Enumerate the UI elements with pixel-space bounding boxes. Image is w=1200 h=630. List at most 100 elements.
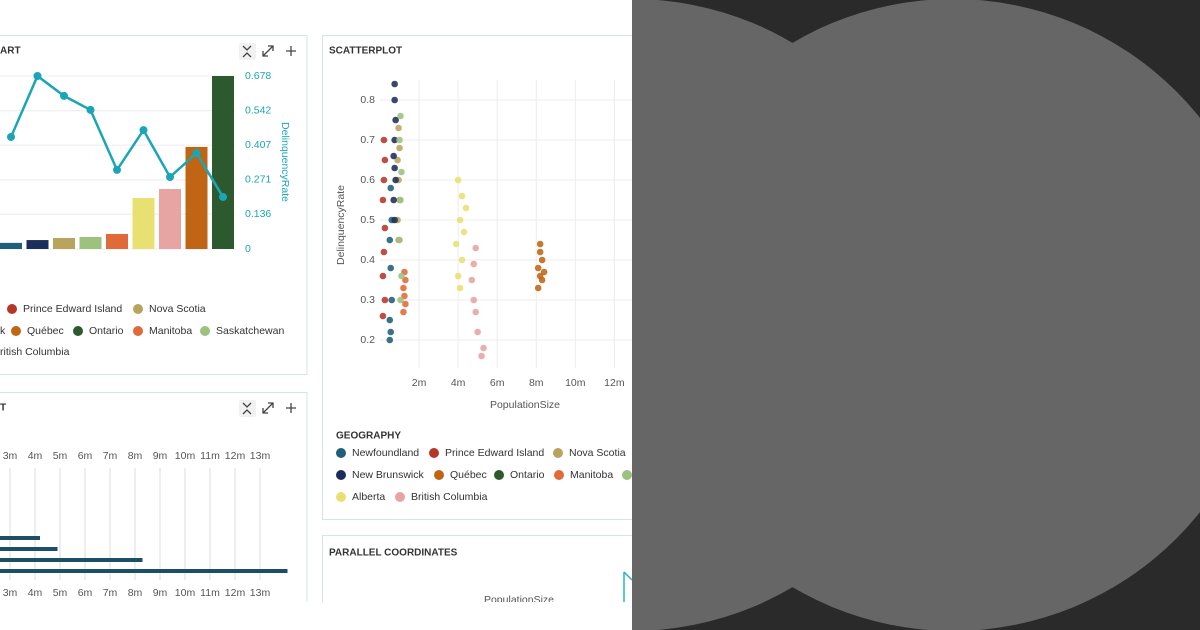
- legend-label: Québec: [450, 469, 487, 481]
- x-tick-label: 8m: [128, 587, 143, 599]
- half-circle: [637, 0, 1200, 630]
- x-tick-label: 8m: [128, 450, 143, 462]
- line-point: [86, 105, 95, 114]
- x-tick-label: 4m: [451, 377, 466, 389]
- scatter-point: [456, 284, 464, 292]
- y2-tick-label: 0.407: [245, 139, 271, 151]
- scatter-point: [392, 116, 399, 124]
- x-tick-label: 4m: [28, 450, 43, 462]
- axis-label: PopulationSize: [484, 594, 554, 606]
- bar: [159, 189, 181, 249]
- expand-button[interactable]: [262, 45, 274, 57]
- scatter-point: [380, 136, 388, 144]
- y-tick-label: 0.5: [360, 214, 375, 226]
- x-tick-label: 10m: [565, 377, 586, 389]
- panel: [322, 535, 632, 602]
- bar: [0, 536, 40, 540]
- legend-swatch: [73, 326, 83, 336]
- bar: [0, 242, 22, 249]
- legend-label: Alberta: [352, 491, 385, 503]
- scatter-point: [391, 136, 398, 144]
- scatter-point: [392, 176, 399, 184]
- scatter-point: [380, 248, 388, 256]
- bar-chart: 3m 3m 4m 4m 5m 5m 6m 6m 7m 7m 8m 8m 9m 9m 10m 10m 11m 11m…: [0, 450, 288, 599]
- legend-swatch: [133, 304, 143, 314]
- scatter-point: [386, 236, 394, 244]
- line-point: [113, 165, 121, 174]
- x-tick-label: 3m: [3, 587, 18, 599]
- scatter-point: [396, 144, 403, 152]
- legend-swatch: [622, 470, 632, 480]
- combo-chart: 0 0.136 0.271 0.407 0.542 0.678 DelinquencyRat…: [0, 70, 291, 358]
- scatter-point: [474, 328, 481, 336]
- line-point: [166, 173, 174, 182]
- x-tick-label: 2m: [412, 377, 427, 389]
- bar: [0, 569, 288, 573]
- line-point: [33, 72, 42, 80]
- y-tick-label: 0.3: [360, 294, 375, 306]
- legend-swatch: [336, 470, 346, 480]
- x-tick-label: 9m: [153, 587, 168, 599]
- expand-button[interactable]: [262, 402, 274, 414]
- y-axis-label: DelinquencyRate: [335, 185, 347, 265]
- add-button[interactable]: [286, 403, 296, 413]
- bar: [132, 197, 155, 249]
- legend-label: Ontario: [89, 325, 124, 337]
- scatter-point: [478, 352, 485, 360]
- legend-label: New Brunswick: [352, 469, 425, 481]
- y2-tick-label: 0.271: [245, 174, 271, 186]
- legend-label: Québec: [27, 325, 64, 337]
- parallel-axis-shape: [623, 571, 632, 602]
- scatter-point: [472, 244, 480, 252]
- y2-tick-label: 0.542: [245, 104, 271, 116]
- x-tick-label: 12m: [225, 450, 246, 462]
- legend-label: Ontario: [510, 469, 545, 481]
- scatter-point: [452, 240, 460, 248]
- x-tick-label: 6m: [78, 587, 93, 599]
- scatter-point: [538, 256, 546, 264]
- bar: [53, 238, 75, 249]
- scatter-point: [534, 264, 542, 272]
- x-tick-label: 13m: [250, 587, 271, 599]
- scatter-point: [470, 260, 478, 268]
- legend-label: k: [0, 325, 6, 337]
- scatter-point: [395, 124, 402, 132]
- x-tick-label: 7m: [103, 587, 118, 599]
- scatter-point: [387, 264, 395, 272]
- scatter-point: [534, 284, 542, 292]
- parallel-chart: PopulationSize: [484, 571, 632, 606]
- scatter-point: [391, 96, 398, 104]
- scatter-point: [386, 316, 394, 324]
- x-tick-label: 10m: [175, 450, 196, 462]
- bar: [185, 146, 208, 249]
- collapse-button[interactable]: [239, 400, 256, 417]
- y-tick-label: 0.6: [360, 174, 375, 186]
- collapse-button[interactable]: [239, 43, 256, 60]
- scatter-point: [379, 196, 387, 204]
- legend-swatch: [395, 492, 405, 502]
- scatter-point: [381, 296, 389, 304]
- panel-toolbar: [239, 400, 296, 417]
- x-tick-label: 5m: [53, 587, 68, 599]
- legend-label: Prince Edward Island: [445, 447, 544, 459]
- scatter-point: [387, 184, 395, 192]
- scatter-point: [396, 236, 403, 244]
- legend-swatch: [553, 448, 563, 458]
- scatter-point: [387, 328, 395, 336]
- scatter-point: [388, 296, 396, 304]
- panel: [0, 392, 308, 602]
- line-point: [139, 126, 148, 135]
- x-tick-label: 8m: [529, 377, 544, 389]
- add-button[interactable]: [286, 46, 296, 56]
- x-tick-label: 6m: [490, 377, 505, 389]
- legend-swatch: [336, 448, 346, 458]
- bar: [0, 558, 143, 562]
- x-tick-label: 12m: [225, 587, 246, 599]
- scatter-point: [381, 224, 389, 232]
- legend-label: ritish Columbia: [0, 346, 70, 358]
- scatter-point: [468, 276, 476, 284]
- scatter-point: [397, 112, 404, 120]
- scatter-point: [396, 136, 403, 144]
- panel: [322, 35, 632, 520]
- scatter-point: [391, 164, 398, 172]
